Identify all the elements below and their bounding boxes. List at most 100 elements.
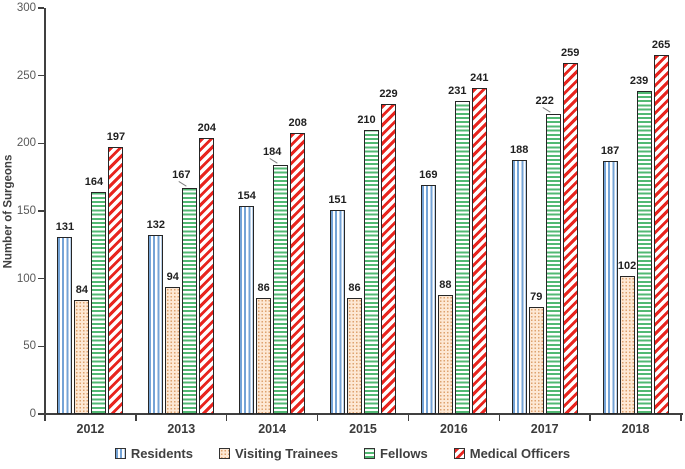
x-axis-tick: [225, 414, 228, 421]
x-axis-tick: [44, 414, 46, 421]
bar-value-label: 187: [600, 144, 620, 157]
bar-fellows: [364, 129, 379, 414]
bar-value-label: 86: [348, 281, 361, 294]
x-axis-tick: [680, 414, 682, 421]
bar-fellows: [545, 113, 561, 414]
bar-value-label: 239: [629, 74, 649, 87]
bar-residents: [330, 209, 345, 414]
bar-visiting-trainees: [256, 297, 272, 414]
category-label: 2012: [76, 422, 105, 436]
x-axis-tick: [498, 414, 501, 421]
y-tick-label: 50: [23, 340, 36, 353]
bar-value-label: 222: [535, 94, 554, 107]
bar-value-label: 259: [561, 47, 580, 60]
bar-value-label: 102: [617, 259, 637, 272]
bar-value-label: 154: [237, 189, 256, 202]
legend-item: Residents: [114, 446, 193, 461]
legend: Residents Visiting Trainees Fellows Medical…: [0, 446, 685, 461]
bar-value-label: 184: [262, 145, 282, 158]
legend-item: Medical Officers: [453, 446, 571, 461]
y-axis-tick: [38, 210, 44, 212]
legend-swatch-horizontal-stripes: [364, 448, 376, 459]
y-tick-label: 200: [16, 137, 36, 150]
y-axis-tick: [38, 345, 44, 348]
y-axis-tick: [38, 413, 44, 415]
bar-value-label: 229: [379, 88, 398, 101]
category-label: 2016: [439, 422, 468, 436]
y-axis-line: [43, 8, 46, 416]
x-axis-tick: [407, 414, 410, 421]
bar-value-label: 204: [197, 121, 216, 134]
bar-visiting-trainees: [619, 275, 635, 414]
legend-swatch-diagonal-stripes: [453, 448, 465, 459]
bar-value-label: 208: [288, 116, 307, 129]
bar-visiting-trainees: [528, 307, 544, 414]
bar-value-label: 164: [84, 176, 104, 189]
bar-visiting-trainees: [74, 300, 90, 414]
category-label: 2018: [621, 422, 650, 436]
legend-swatch-vertical-stripes: [114, 448, 126, 459]
y-tick-label: 100: [16, 272, 36, 285]
bar-medical-officers: [108, 147, 124, 414]
x-axis-tick: [316, 414, 319, 421]
bar-value-label: 79: [530, 291, 543, 304]
bar-medical-officers: [290, 132, 306, 414]
y-tick-label: 0: [29, 408, 36, 420]
legend-item-label: Fellows: [380, 446, 428, 461]
y-tick-label: 150: [16, 205, 36, 217]
bar-medical-officers: [653, 55, 669, 414]
legend-item-label: Visiting Trainees: [234, 446, 339, 461]
bar-fellows: [454, 101, 470, 414]
bar-visiting-trainees: [165, 286, 181, 414]
bar-value-label: 241: [470, 71, 489, 84]
bar-medical-officers: [471, 87, 487, 414]
bar-value-label: 88: [439, 278, 452, 291]
category-label: 2017: [530, 422, 559, 436]
bar-visiting-trainees: [347, 297, 362, 414]
x-axis-tick: [589, 414, 591, 421]
bar-value-label: 86: [257, 281, 270, 294]
bar-residents: [511, 159, 527, 414]
legend-item-label: Residents: [130, 446, 193, 461]
bar-fellows: [182, 187, 198, 414]
bar-residents: [420, 185, 436, 414]
bar-residents: [239, 205, 255, 414]
bar-value-label: 231: [448, 85, 467, 98]
legend-item-label: Medical Officers: [469, 446, 571, 461]
category-label: 2013: [167, 422, 196, 436]
bar-medical-officers: [199, 137, 215, 414]
legend-item: Fellows: [364, 446, 428, 461]
bar-value-label: 197: [106, 131, 126, 144]
bar-residents: [148, 235, 164, 414]
legend-swatch-dots: [218, 448, 230, 459]
bar-value-label: 151: [328, 193, 347, 206]
legend-item: Visiting Trainees: [218, 446, 339, 461]
bar-value-label: 131: [55, 220, 75, 233]
category-label: 2015: [349, 422, 377, 436]
bar-residents: [602, 160, 618, 414]
bar-value-label: 132: [146, 219, 165, 232]
bar-value-label: 84: [75, 284, 89, 297]
bar-medical-officers: [562, 63, 578, 414]
y-axis-tick: [38, 74, 44, 77]
bar-value-label: 167: [172, 168, 191, 181]
bar-value-label: 188: [510, 143, 529, 156]
y-tick-label: 250: [16, 69, 36, 82]
bar-fellows: [91, 192, 107, 414]
y-axis-tick: [38, 7, 44, 9]
bar-value-label: 210: [357, 113, 376, 126]
bar-value-label: 169: [419, 169, 438, 182]
bar-fellows: [273, 164, 289, 414]
y-tick-label: 300: [16, 2, 36, 14]
bar-medical-officers: [381, 104, 396, 414]
bar-visiting-trainees: [437, 294, 453, 414]
x-axis-tick: [135, 414, 137, 421]
y-axis-tick: [38, 142, 44, 145]
category-label: 2014: [258, 422, 287, 436]
bar-fellows: [636, 90, 652, 414]
y-axis-tick: [38, 277, 44, 280]
bar-residents: [57, 236, 73, 414]
bar-value-label: 94: [166, 270, 179, 283]
